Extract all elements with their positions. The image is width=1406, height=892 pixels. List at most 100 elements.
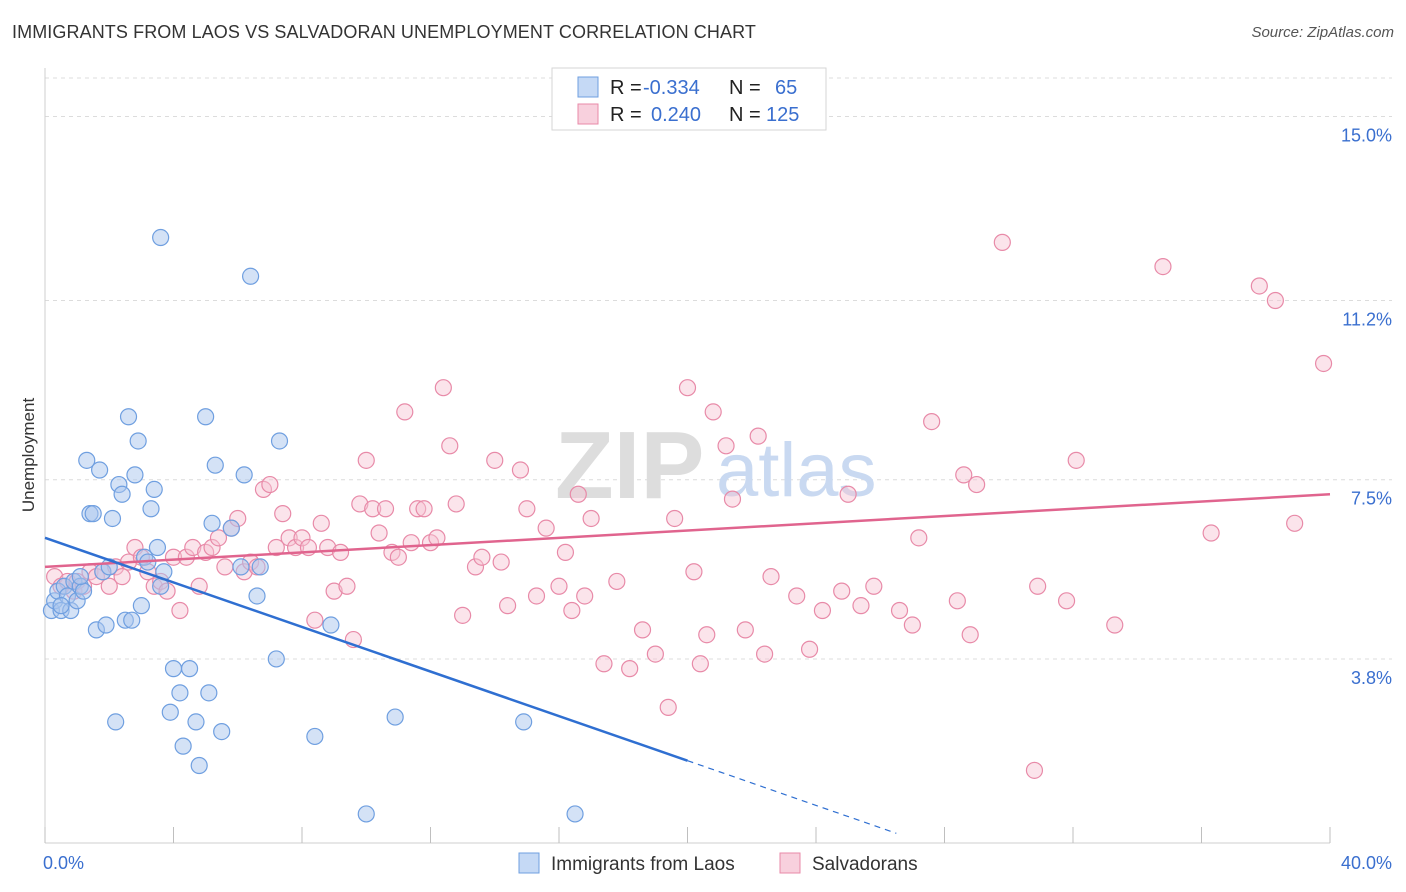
salvadoran-point [473, 548, 491, 566]
salvadoran-point [325, 582, 343, 600]
salvadoran-point [434, 379, 452, 397]
salvadoran-point [678, 379, 697, 397]
salvadoran-point [1250, 277, 1268, 295]
salvadoran-point [1025, 761, 1044, 779]
legend-n-value: 125 [766, 104, 799, 126]
y-tick-label: 15.0% [1341, 125, 1392, 145]
x-tick-label: 0.0% [43, 853, 84, 873]
legend-n-value: 65 [775, 77, 797, 99]
laos-point [123, 611, 141, 629]
y-tick-label: 7.5% [1351, 489, 1392, 509]
laos-point [180, 660, 199, 678]
salvadoran-point [839, 485, 857, 503]
y-axis-title: Unemployment [19, 398, 38, 513]
laos-point [152, 228, 170, 247]
correlation-legend: R = -0.334 N = 65 R = 0.240 N = 125 [551, 67, 827, 131]
salvadoran-point [556, 543, 575, 561]
laos-point [161, 703, 179, 721]
salvadoran-point [813, 601, 832, 620]
laos-point [91, 461, 109, 479]
laos-point [203, 514, 221, 532]
laos-trend-extension [687, 760, 897, 834]
salvadoran-point [306, 611, 324, 629]
laos-point [200, 684, 218, 702]
salvadoran-point [293, 529, 311, 547]
salvadoran-point [216, 558, 234, 576]
salvadoran-point [852, 597, 870, 615]
salvadoran-point [717, 437, 735, 455]
salvadoran-point [659, 698, 677, 716]
salvadoran-point [447, 495, 465, 513]
salvadoran-point [833, 582, 851, 600]
laos-point [306, 727, 324, 746]
salvadoran-point [923, 412, 941, 431]
salvadoran-point [550, 577, 568, 595]
salvadoran-point [865, 577, 883, 595]
laos-point [267, 650, 285, 668]
salvadoran-point [576, 587, 594, 605]
salvadoran-point [569, 485, 587, 503]
laos-point [515, 713, 533, 731]
salvadoran-point [370, 524, 388, 542]
legend-n-label: N = [729, 104, 761, 126]
salvadoran-point [171, 601, 189, 620]
laos-point [78, 451, 96, 469]
watermark: ZIP atlas [555, 412, 877, 519]
salvadoran-point [518, 500, 536, 518]
laos-point [71, 567, 89, 586]
laos-point [251, 558, 269, 576]
laos-point [129, 432, 147, 450]
laos-point [213, 722, 231, 741]
legend-swatch-laos [577, 76, 599, 98]
salvadoran-point [1266, 291, 1284, 310]
salvadoran-point [685, 563, 703, 581]
salvadoran-point [723, 490, 742, 508]
salvadoran-point [312, 514, 330, 532]
salvadoran-point [621, 660, 639, 678]
salvadorans-trend-line [44, 493, 1331, 569]
salvadoran-point [376, 500, 395, 518]
salvadoran-point [646, 645, 664, 663]
salvadoran-point [486, 451, 504, 469]
y-tick-label: 3.8% [1351, 668, 1392, 688]
laos-point [190, 756, 208, 775]
legend-n-label: N = [729, 77, 761, 99]
salvadoran-point [203, 538, 221, 557]
source-label: Source: ZipAtlas.com [1251, 24, 1394, 41]
laos-point [174, 737, 192, 755]
salvadoran-point [267, 538, 285, 557]
salvadoran-point [762, 567, 780, 586]
salvadoran-point [595, 655, 613, 673]
legend-r-value: 0.240 [651, 104, 701, 126]
salvadoran-point [788, 587, 806, 605]
salvadoran-point [993, 233, 1011, 251]
salvadoran-point [184, 538, 202, 557]
salvadoran-point [364, 500, 382, 518]
laos-point [187, 713, 205, 731]
salvadoran-point [100, 577, 118, 595]
salvadoran-point [968, 475, 986, 494]
bottom-legend-swatch-laos [518, 852, 540, 874]
laos-trend-line [44, 536, 688, 762]
series-legend: Immigrants from Laos Salvadorans [518, 852, 918, 875]
bottom-legend-salvadorans: Salvadorans [812, 854, 918, 875]
laos-point [84, 505, 102, 523]
salvadoran-point [608, 572, 626, 591]
laos-point [145, 480, 163, 499]
salvadoran-point [466, 558, 485, 576]
salvadoran-point [890, 601, 909, 620]
laos-point [242, 267, 260, 285]
salvadoran-point [454, 606, 472, 624]
bottom-legend-laos: Immigrants from Laos [551, 854, 735, 875]
salvadoran-point [396, 403, 414, 421]
salvadoran-point [331, 543, 350, 561]
salvadoran-point [164, 548, 183, 566]
salvadoran-point [274, 505, 292, 523]
salvadoran-point [1154, 257, 1172, 276]
salvadoran-point [338, 577, 356, 595]
laos-point [357, 805, 375, 823]
salvadoran-point [402, 534, 420, 552]
laos-point [164, 660, 183, 678]
salvadoran-point [903, 616, 921, 634]
laos-point [113, 485, 131, 503]
